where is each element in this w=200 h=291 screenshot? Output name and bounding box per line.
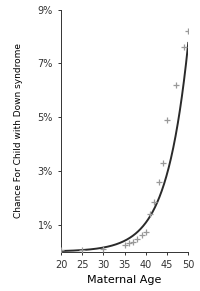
X-axis label: Maternal Age: Maternal Age [87,276,162,285]
Y-axis label: Chance For Child with Down syndrome: Chance For Child with Down syndrome [14,43,23,218]
